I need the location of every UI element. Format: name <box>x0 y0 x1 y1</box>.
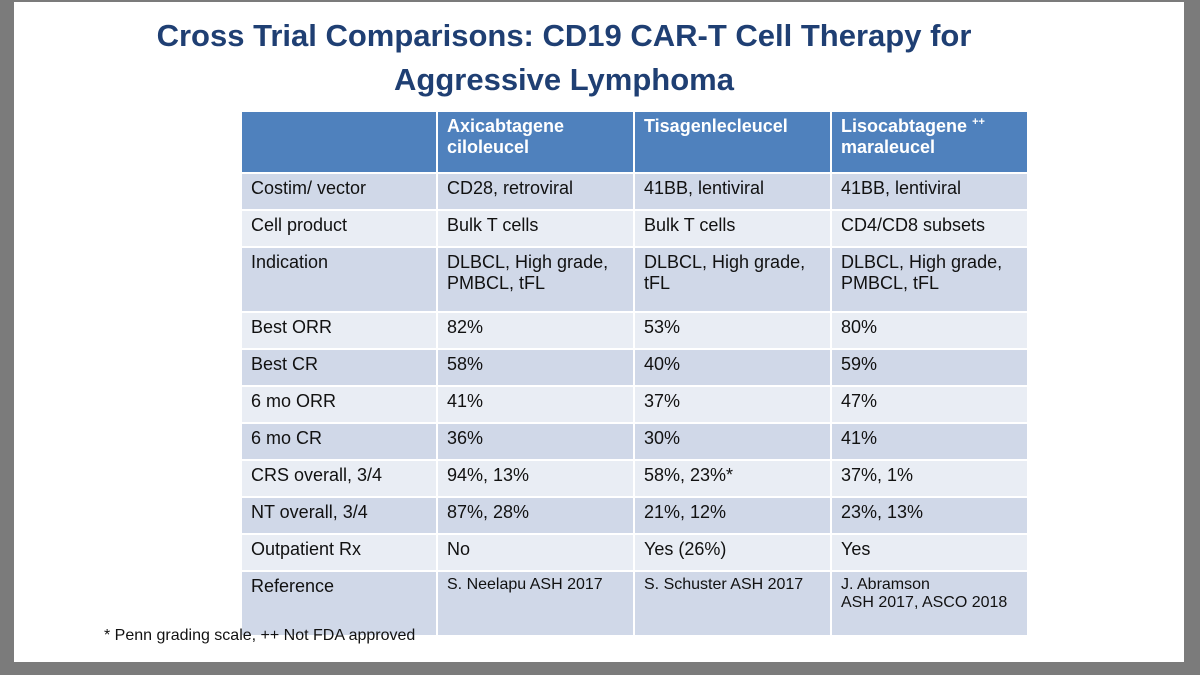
table-row: 6 mo CR 36% 30% 41% <box>242 424 1029 461</box>
table-cell: 82% <box>438 313 635 350</box>
comparison-table: Axicabtagene ciloleucel Tisagenlecleucel… <box>242 112 1029 637</box>
row-label: Costim/ vector <box>242 174 438 211</box>
table-row: 6 mo ORR 41% 37% 47% <box>242 387 1029 424</box>
cell-line: DLBCL, High grade, <box>447 252 609 272</box>
table-cell: 41BB, lentiviral <box>635 174 832 211</box>
table-cell: 30% <box>635 424 832 461</box>
table-row: Reference S. Neelapu ASH 2017 S. Schuste… <box>242 572 1029 637</box>
table-cell: Yes (26%) <box>635 535 832 572</box>
header-text: Lisocabtagene ++ <box>841 116 1018 137</box>
table-cell: 37%, 1% <box>832 461 1029 498</box>
slide-title: Cross Trial Comparisons: CD19 CAR-T Cell… <box>14 14 1114 102</box>
header-text: ciloleucel <box>447 137 530 157</box>
table-cell: No <box>438 535 635 572</box>
table-cell: 53% <box>635 313 832 350</box>
row-label: 6 mo CR <box>242 424 438 461</box>
header-tisagenlecleucel: Tisagenlecleucel <box>635 112 832 174</box>
table-cell: DLBCL, High grade, tFL <box>635 248 832 313</box>
row-label: Best ORR <box>242 313 438 350</box>
row-label: CRS overall, 3/4 <box>242 461 438 498</box>
table-cell: 47% <box>832 387 1029 424</box>
table-cell: 58% <box>438 350 635 387</box>
table-cell: S. Schuster ASH 2017 <box>635 572 832 637</box>
table-cell: J. Abramson ASH 2017, ASCO 2018 <box>832 572 1029 637</box>
table-row: Best CR 58% 40% 59% <box>242 350 1029 387</box>
header-row: Axicabtagene ciloleucel Tisagenlecleucel… <box>242 112 1029 174</box>
header-text: maraleucel <box>841 137 936 157</box>
table-cell: Yes <box>832 535 1029 572</box>
table-cell: 59% <box>832 350 1029 387</box>
table-row: Best ORR 82% 53% 80% <box>242 313 1029 350</box>
header-lisocabtagene: Lisocabtagene ++ maraleucel <box>832 112 1029 174</box>
header-text: Axicabtagene <box>447 116 565 136</box>
row-label: Indication <box>242 248 438 313</box>
title-line-2: Aggressive Lymphoma <box>394 62 734 97</box>
table-cell: 58%, 23%* <box>635 461 832 498</box>
table-row: NT overall, 3/4 87%, 28% 21%, 12% 23%, 1… <box>242 498 1029 535</box>
table-cell: 23%, 13% <box>832 498 1029 535</box>
table-row: Outpatient Rx No Yes (26%) Yes <box>242 535 1029 572</box>
cell-line: J. Abramson <box>841 576 930 593</box>
table-cell: Bulk T cells <box>438 211 635 248</box>
table-cell: 41% <box>438 387 635 424</box>
cell-line: DLBCL, High grade, <box>644 252 806 272</box>
table-cell: DLBCL, High grade, PMBCL, tFL <box>832 248 1029 313</box>
table-row: Costim/ vector CD28, retroviral 41BB, le… <box>242 174 1029 211</box>
footnote: * Penn grading scale, ++ Not FDA approve… <box>104 627 416 644</box>
table-cell: 37% <box>635 387 832 424</box>
row-label: Reference <box>242 572 438 637</box>
table-cell: Bulk T cells <box>635 211 832 248</box>
cell-line: DLBCL, High grade, <box>841 252 1003 272</box>
superscript: ++ <box>972 116 985 128</box>
table-cell: 21%, 12% <box>635 498 832 535</box>
cell-line: PMBCL, tFL <box>841 273 940 293</box>
cell-line: PMBCL, tFL <box>447 273 546 293</box>
table-cell: 36% <box>438 424 635 461</box>
table-cell: 40% <box>635 350 832 387</box>
table-cell: CD28, retroviral <box>438 174 635 211</box>
header-text-main: Lisocabtagene <box>841 116 968 136</box>
table-cell: 80% <box>832 313 1029 350</box>
row-label: Best CR <box>242 350 438 387</box>
slide: Cross Trial Comparisons: CD19 CAR-T Cell… <box>14 2 1184 662</box>
row-label: Outpatient Rx <box>242 535 438 572</box>
title-line-1: Cross Trial Comparisons: CD19 CAR-T Cell… <box>156 18 972 53</box>
row-label: Cell product <box>242 211 438 248</box>
table-cell: 41% <box>832 424 1029 461</box>
table-cell: DLBCL, High grade, PMBCL, tFL <box>438 248 635 313</box>
table-cell: CD4/CD8 subsets <box>832 211 1029 248</box>
table-row: Indication DLBCL, High grade, PMBCL, tFL… <box>242 248 1029 313</box>
header-text: Tisagenlecleucel <box>644 116 788 136</box>
header-axicabtagene: Axicabtagene ciloleucel <box>438 112 635 174</box>
header-empty <box>242 112 438 174</box>
table-cell: S. Neelapu ASH 2017 <box>438 572 635 637</box>
table-cell: 94%, 13% <box>438 461 635 498</box>
table-row: Cell product Bulk T cells Bulk T cells C… <box>242 211 1029 248</box>
table-cell: 87%, 28% <box>438 498 635 535</box>
cell-line: ASH 2017, ASCO 2018 <box>841 594 1008 611</box>
table-cell: 41BB, lentiviral <box>832 174 1029 211</box>
row-label: NT overall, 3/4 <box>242 498 438 535</box>
row-label: 6 mo ORR <box>242 387 438 424</box>
cell-line: tFL <box>644 273 671 293</box>
table-row: CRS overall, 3/4 94%, 13% 58%, 23%* 37%,… <box>242 461 1029 498</box>
